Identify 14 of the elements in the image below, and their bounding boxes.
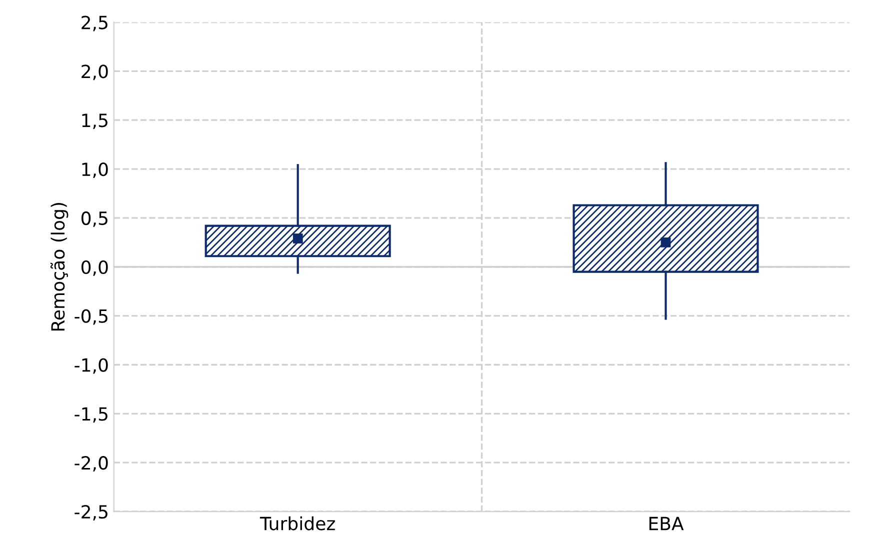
y-tick-label: 2,0: [82, 64, 108, 80]
y-tick-label: -1,0: [74, 358, 108, 374]
y-axis-title: Remoção (log): [50, 203, 68, 331]
y-tick-label: -2,5: [74, 504, 108, 520]
y-tick-label: 0,5: [81, 211, 108, 227]
y-tick-label: 1,5: [82, 114, 108, 130]
y-tick-label: -1,5: [74, 407, 108, 423]
x-tick-label: EBA: [649, 516, 684, 530]
y-tick-label: 1,0: [82, 162, 108, 178]
y-tick-label: 2,5: [82, 16, 108, 32]
y-tick-label: -2,0: [74, 456, 108, 472]
y-tick-label: -0,5: [74, 309, 108, 325]
x-tick-label: Turbidez: [260, 516, 335, 530]
y-tick-label: 0,0: [81, 260, 108, 276]
